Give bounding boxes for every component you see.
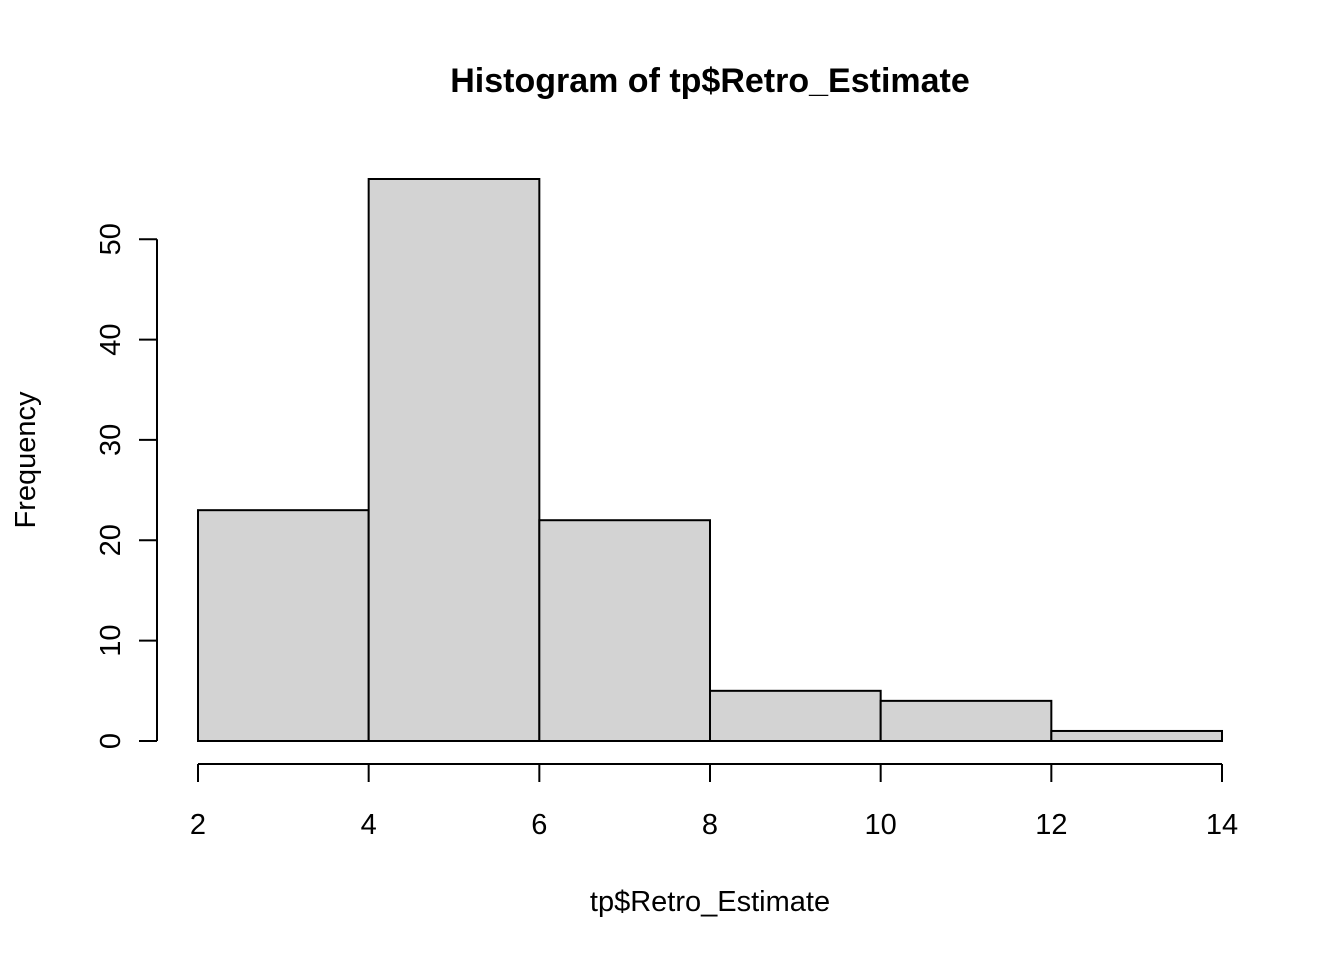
y-tick-label-30: 30 bbox=[95, 424, 127, 456]
chart-title: Histogram of tp$Retro_Estimate bbox=[450, 62, 970, 100]
x-axis: 2 4 6 8 10 12 14 bbox=[190, 763, 1238, 841]
histogram-bar-12-14 bbox=[1050, 729, 1224, 743]
histogram-bar-4-6 bbox=[367, 178, 541, 742]
x-tick-label-12: 12 bbox=[1035, 809, 1067, 841]
bars-group bbox=[197, 178, 1224, 743]
y-tick-label-40: 40 bbox=[95, 323, 127, 355]
y-tick-label-0: 0 bbox=[95, 733, 127, 749]
histogram-bar-8-10 bbox=[709, 689, 882, 742]
y-tick-label-50: 50 bbox=[95, 223, 127, 255]
histogram-bar-10-12 bbox=[879, 699, 1053, 742]
x-tick-label-6: 6 bbox=[531, 809, 547, 841]
x-tick-label-8: 8 bbox=[702, 809, 718, 841]
y-tick-label-10: 10 bbox=[95, 625, 127, 657]
y-tick-label-20: 20 bbox=[95, 524, 127, 556]
x-tick-label-14: 14 bbox=[1206, 809, 1238, 841]
histogram-bar-2-4 bbox=[197, 509, 370, 742]
y-axis-label: Frequency bbox=[10, 391, 42, 529]
y-axis: 0 10 20 30 40 50 bbox=[95, 223, 158, 749]
x-axis-label: tp$Retro_Estimate bbox=[590, 886, 830, 918]
x-tick-label-2: 2 bbox=[190, 809, 206, 841]
x-tick-label-10: 10 bbox=[865, 809, 897, 841]
histogram-bar-6-8 bbox=[538, 519, 711, 743]
x-tick-label-4: 4 bbox=[361, 809, 377, 841]
